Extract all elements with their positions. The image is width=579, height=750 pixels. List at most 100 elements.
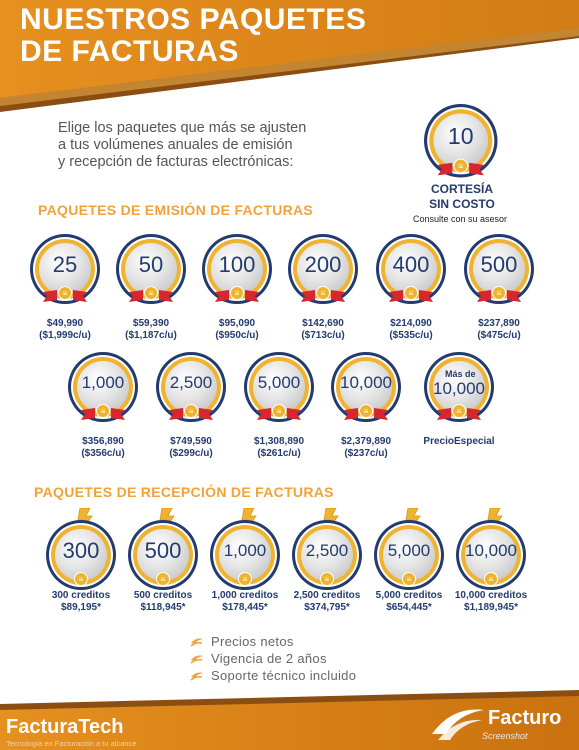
facturo-sub-text: Screenshot: [482, 731, 528, 741]
medal-value: 500: [480, 252, 518, 277]
medal-recepcion-1[interactable]: ≡ 500: [128, 520, 198, 590]
invoice-seal-icon: ≡: [453, 158, 469, 174]
cortesia-title-line-1: CORTESÍA: [430, 182, 493, 196]
price-label: $749,590 ($299c/u): [136, 436, 246, 460]
medal-recepcion-4[interactable]: ≡ 5,000: [374, 520, 444, 590]
price-label: $59,390 ($1,187c/u): [96, 318, 206, 342]
price-label: 1,000 creditos $178,445*: [190, 590, 300, 614]
arrow-icon: [190, 655, 203, 664]
price-unit: ($713c/u): [301, 330, 345, 341]
arrow-icon: [190, 672, 203, 681]
medal-emision-1[interactable]: ≡ 50: [116, 234, 186, 304]
medal-value: 10,000: [340, 373, 392, 392]
price-total: $95,090: [218, 318, 256, 329]
medal-value: 400: [392, 252, 430, 277]
medal-emision-row2-3[interactable]: ≡ 10,000: [331, 352, 401, 422]
price-label: 500 creditos $118,945*: [108, 590, 218, 614]
price-total: $59,390: [132, 318, 170, 329]
ribbon-icon: [257, 408, 301, 420]
invoice-seal-icon: ≡: [402, 572, 416, 586]
medal-emision-row2-4[interactable]: ≡ 10,000: [424, 352, 494, 422]
medal-cortesia[interactable]: ≡ 10: [424, 104, 498, 178]
credits-label: 500 creditos: [133, 590, 193, 601]
facturatech-logo: FacturaTech: [6, 716, 124, 738]
cortesia-title: CORTESÍA SIN COSTO: [420, 182, 504, 212]
intro-text: Elige los paquetes que más se ajusten a …: [58, 120, 388, 171]
medal-recepcion-0[interactable]: ≡ 300: [46, 520, 116, 590]
medal-value: 10: [447, 122, 474, 150]
ribbon-icon: [129, 290, 173, 302]
price-total: $237,890: [478, 318, 520, 329]
price-label: $1,308,890 ($261c/u): [224, 436, 334, 460]
intro-line-3: y recepción de facturas electrónicas:: [58, 154, 294, 170]
medal-emision-row2-1[interactable]: ≡ 2,500: [156, 352, 226, 422]
price-total: $749,590: [170, 436, 212, 447]
medal-prefix: Más de: [445, 369, 476, 379]
benefit-text: Precios netos: [211, 634, 294, 649]
price-label: $142,690 ($713c/u): [268, 318, 378, 342]
price-unit: ($1,187c/u): [125, 330, 177, 341]
medal-emision-4[interactable]: ≡ 400: [376, 234, 446, 304]
medal-value: 1,000: [223, 541, 267, 560]
header-banner: [0, 0, 579, 112]
page-title: NUESTROS PAQUETES DE FACTURAS: [20, 4, 366, 68]
price-unit: ($535c/u): [389, 330, 433, 341]
medal-emision-2[interactable]: ≡ 100: [202, 234, 272, 304]
facturo-logo-icon: [432, 709, 484, 740]
invoice-seal-icon: ≡: [320, 572, 334, 586]
price-total: $1,308,890: [253, 436, 305, 447]
invoice-seal-icon: ≡: [238, 572, 252, 586]
ribbon-icon: [81, 408, 125, 420]
benefit-text: Soporte técnico incluido: [211, 668, 357, 683]
price-total: PrecioEspecial: [423, 436, 495, 447]
medal-emision-3[interactable]: ≡ 200: [288, 234, 358, 304]
medal-value: 2,500: [169, 373, 213, 392]
price-unit: ($261c/u): [257, 448, 301, 459]
invoice-seal-icon: ≡: [452, 404, 466, 418]
medal-value: 2,500: [305, 541, 349, 560]
price-label: $49,990 ($1,999c/u): [10, 318, 120, 342]
price-unit: ($1,999c/u): [39, 330, 91, 341]
price-total: $2,379,890: [340, 436, 392, 447]
invoice-seal-icon: ≡: [184, 404, 198, 418]
medal-value: 25: [52, 252, 78, 277]
price-total: $654,445*: [386, 602, 432, 613]
intro-line-2: a tus volúmenes anuales de emisión: [58, 137, 293, 153]
benefits-list: Precios netos Vigencia de 2 años Soporte…: [190, 633, 356, 684]
price-unit: ($299c/u): [169, 448, 213, 459]
ribbon-icon: [215, 290, 259, 302]
price-unit: ($356c/u): [81, 448, 125, 459]
medal-recepcion-5[interactable]: ≡ 10,000: [456, 520, 526, 590]
medal-emision-row2-2[interactable]: ≡ 5,000: [244, 352, 314, 422]
medal-value: 200: [304, 252, 342, 277]
price-total: $118,945*: [140, 602, 186, 613]
invoice-seal-icon: ≡: [316, 286, 330, 300]
medal-emision-5[interactable]: ≡ 500: [464, 234, 534, 304]
medal-emision-0[interactable]: ≡ 25: [30, 234, 100, 304]
price-total: $356,890: [82, 436, 124, 447]
medal-recepcion-3[interactable]: ≡ 2,500: [292, 520, 362, 590]
medal-emision-row2-0[interactable]: ≡ 1,000: [68, 352, 138, 422]
list-item: Vigencia de 2 años: [190, 650, 356, 667]
section-title-recepcion: PAQUETES DE RECEPCIÓN DE FACTURAS: [34, 484, 334, 500]
credits-label: 300 creditos: [51, 590, 111, 601]
price-unit: ($237c/u): [344, 448, 388, 459]
price-total: $178,445*: [222, 602, 268, 613]
price-label: 10,000 creditos $1,189,945*: [436, 590, 546, 614]
price-unit: ($475c/u): [477, 330, 521, 341]
invoice-seal-icon: ≡: [156, 572, 170, 586]
price-label: 2,500 creditos $374,795*: [272, 590, 382, 614]
medal-recepcion-2[interactable]: ≡ 1,000: [210, 520, 280, 590]
medal-value: 1,000: [81, 373, 125, 392]
invoice-seal-icon: ≡: [404, 286, 418, 300]
invoice-seal-icon: ≡: [144, 286, 158, 300]
invoice-seal-icon: ≡: [272, 404, 286, 418]
ribbon-icon: [437, 162, 484, 176]
invoice-seal-icon: ≡: [359, 404, 373, 418]
medal-value: 5,000: [257, 373, 301, 392]
medal-value: 50: [138, 252, 164, 277]
benefit-text: Vigencia de 2 años: [211, 651, 327, 666]
section-title-emision: PAQUETES DE EMISIÓN DE FACTURAS: [38, 202, 314, 218]
credits-label: 5,000 creditos: [375, 590, 443, 601]
price-label: $2,379,890 ($237c/u): [311, 436, 421, 460]
